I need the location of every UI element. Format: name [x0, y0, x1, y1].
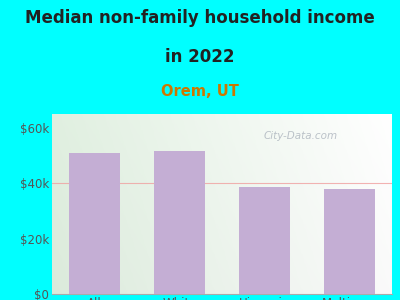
Bar [69, 153, 120, 294]
Text: Median non-family household income: Median non-family household income [25, 9, 375, 27]
Text: in 2022: in 2022 [165, 48, 235, 66]
Text: City-Data.com: City-Data.com [263, 130, 337, 141]
Bar [239, 188, 290, 294]
Bar [324, 189, 375, 294]
Bar [154, 152, 205, 294]
Text: Orem, UT: Orem, UT [161, 84, 239, 99]
